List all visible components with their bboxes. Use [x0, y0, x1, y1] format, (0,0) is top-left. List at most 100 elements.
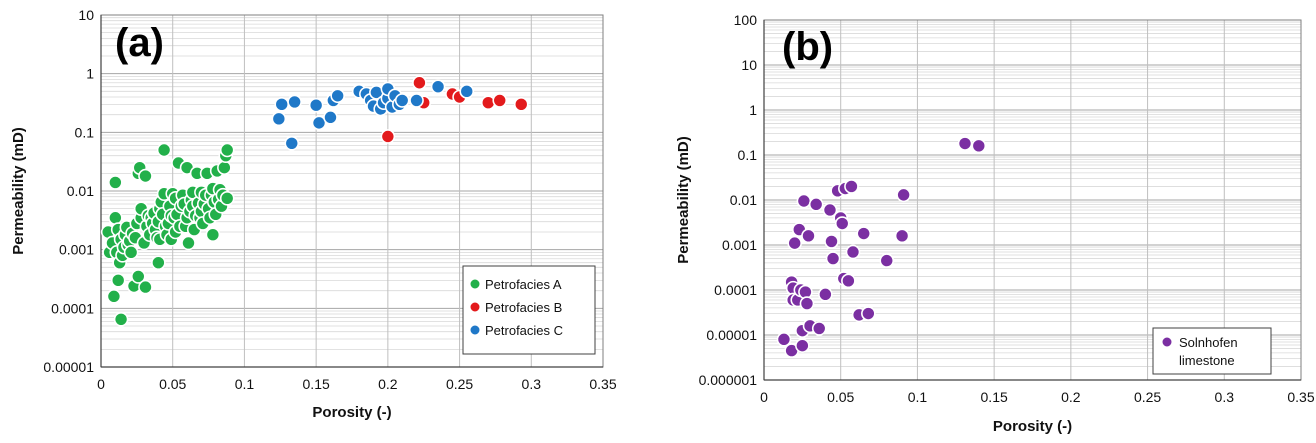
- data-point: [323, 110, 338, 125]
- data-point: [894, 228, 910, 244]
- data-point: [409, 93, 424, 108]
- y-tick-label: 10: [741, 57, 757, 73]
- y-tick-label: 0.1: [75, 124, 95, 140]
- legend-marker: [469, 278, 481, 290]
- data-point: [845, 244, 861, 260]
- y-tick-label: 1: [86, 66, 94, 82]
- data-point: [219, 142, 235, 158]
- legend-label: Solnhofen: [1179, 335, 1238, 350]
- data-point: [284, 136, 300, 151]
- data-point: [380, 129, 396, 144]
- x-tick-label: 0.15: [981, 389, 1008, 405]
- data-point: [957, 136, 973, 151]
- x-tick-label: 0.2: [1061, 389, 1081, 405]
- data-point: [217, 160, 232, 175]
- data-point: [138, 279, 153, 295]
- data-point: [822, 202, 838, 218]
- data-point: [796, 193, 812, 209]
- legend: Solnhofen limestone: [1152, 327, 1272, 375]
- data-point: [513, 97, 529, 112]
- data-point: [787, 235, 802, 251]
- x-tick-label: 0.1: [908, 389, 928, 405]
- data-point: [271, 111, 287, 127]
- data-point: [825, 251, 841, 266]
- data-point: [824, 234, 839, 249]
- data-point: [492, 93, 508, 108]
- data-point: [394, 93, 410, 108]
- data-point: [330, 88, 345, 104]
- x-tick-label: 0: [760, 389, 768, 405]
- y-tick-label: 0.00001: [706, 327, 757, 343]
- y-tick-label: 0.1: [738, 147, 758, 163]
- data-point: [459, 84, 475, 99]
- grid-lines: [763, 19, 1302, 381]
- panel-label: (b): [782, 25, 833, 69]
- data-point: [274, 97, 290, 112]
- legend-label: Petrofacies A: [485, 277, 562, 292]
- data-point: [818, 287, 833, 302]
- data-point: [844, 179, 859, 194]
- legend-box: [462, 265, 596, 355]
- x-tick-label: 0.05: [827, 389, 854, 405]
- data-point: [205, 227, 221, 242]
- x-tick-label: 0.3: [1215, 389, 1235, 405]
- data-point: [108, 175, 123, 190]
- data-point: [971, 138, 987, 154]
- legend-box: [1152, 327, 1272, 375]
- legend-label: Petrofacies C: [485, 323, 563, 338]
- data-point: [841, 273, 856, 289]
- legend-label: Petrofacies B: [485, 300, 562, 315]
- y-axis-label: Permeability (mD): [10, 127, 27, 255]
- data-point: [856, 226, 872, 241]
- data-point: [834, 216, 850, 231]
- x-tick-label: 0.25: [446, 376, 473, 392]
- x-tick-label: 0.1: [235, 376, 255, 392]
- y-tick-label: 100: [734, 12, 758, 28]
- series-group: [776, 136, 987, 358]
- y-tick-label: 0.001: [59, 242, 94, 258]
- data-point: [130, 269, 146, 284]
- x-tick-label: 0.35: [1287, 389, 1314, 405]
- legend-marker: [469, 324, 481, 336]
- data-point: [896, 187, 911, 203]
- data-point: [181, 235, 196, 251]
- legend-label: limestone: [1179, 353, 1235, 368]
- data-point: [412, 75, 427, 91]
- panel-b-chart: 0.000001 0.00001 0.0001 0.001 0.01 0.1 1 10 100 0…: [675, 12, 1315, 435]
- data-point: [308, 97, 324, 113]
- x-tick-label: 0.15: [303, 376, 330, 392]
- data-point: [151, 255, 166, 270]
- data-point: [106, 289, 122, 304]
- x-tick-label: 0.05: [159, 376, 186, 392]
- y-tick-label: 0.0001: [714, 282, 757, 298]
- y-tick-label: 0.01: [67, 183, 94, 199]
- legend-marker: [469, 301, 481, 313]
- data-point: [861, 306, 876, 321]
- y-tick-label: 1: [749, 102, 757, 118]
- data-point: [110, 273, 126, 288]
- data-point: [811, 321, 827, 336]
- data-point: [799, 296, 815, 311]
- panel-label: (a): [115, 21, 164, 65]
- x-tick-label: 0: [97, 376, 105, 392]
- data-point: [879, 253, 895, 268]
- x-axis-label: Porosity (-): [312, 404, 391, 421]
- data-point: [113, 312, 129, 327]
- data-point: [430, 79, 446, 94]
- x-tick-label: 0.3: [522, 376, 542, 392]
- y-tick-label: 10: [78, 7, 94, 23]
- data-point: [108, 210, 123, 226]
- y-tick-label: 0.00001: [43, 359, 94, 375]
- x-axis-label: Porosity (-): [993, 418, 1072, 435]
- x-tick-label: 0.35: [589, 376, 616, 392]
- data-point: [123, 245, 139, 260]
- data-point: [219, 191, 235, 206]
- data-point: [808, 197, 824, 212]
- data-point: [801, 228, 816, 244]
- panel-a-chart: 0.00001 0.0001 0.001 0.01 0.1 1 10 0 0.05 0.1 0.15…: [10, 7, 617, 421]
- data-point: [156, 142, 172, 158]
- data-point: [795, 338, 810, 353]
- data-point: [776, 332, 792, 347]
- grid-lines: [100, 14, 604, 368]
- legend-marker: [1161, 336, 1173, 348]
